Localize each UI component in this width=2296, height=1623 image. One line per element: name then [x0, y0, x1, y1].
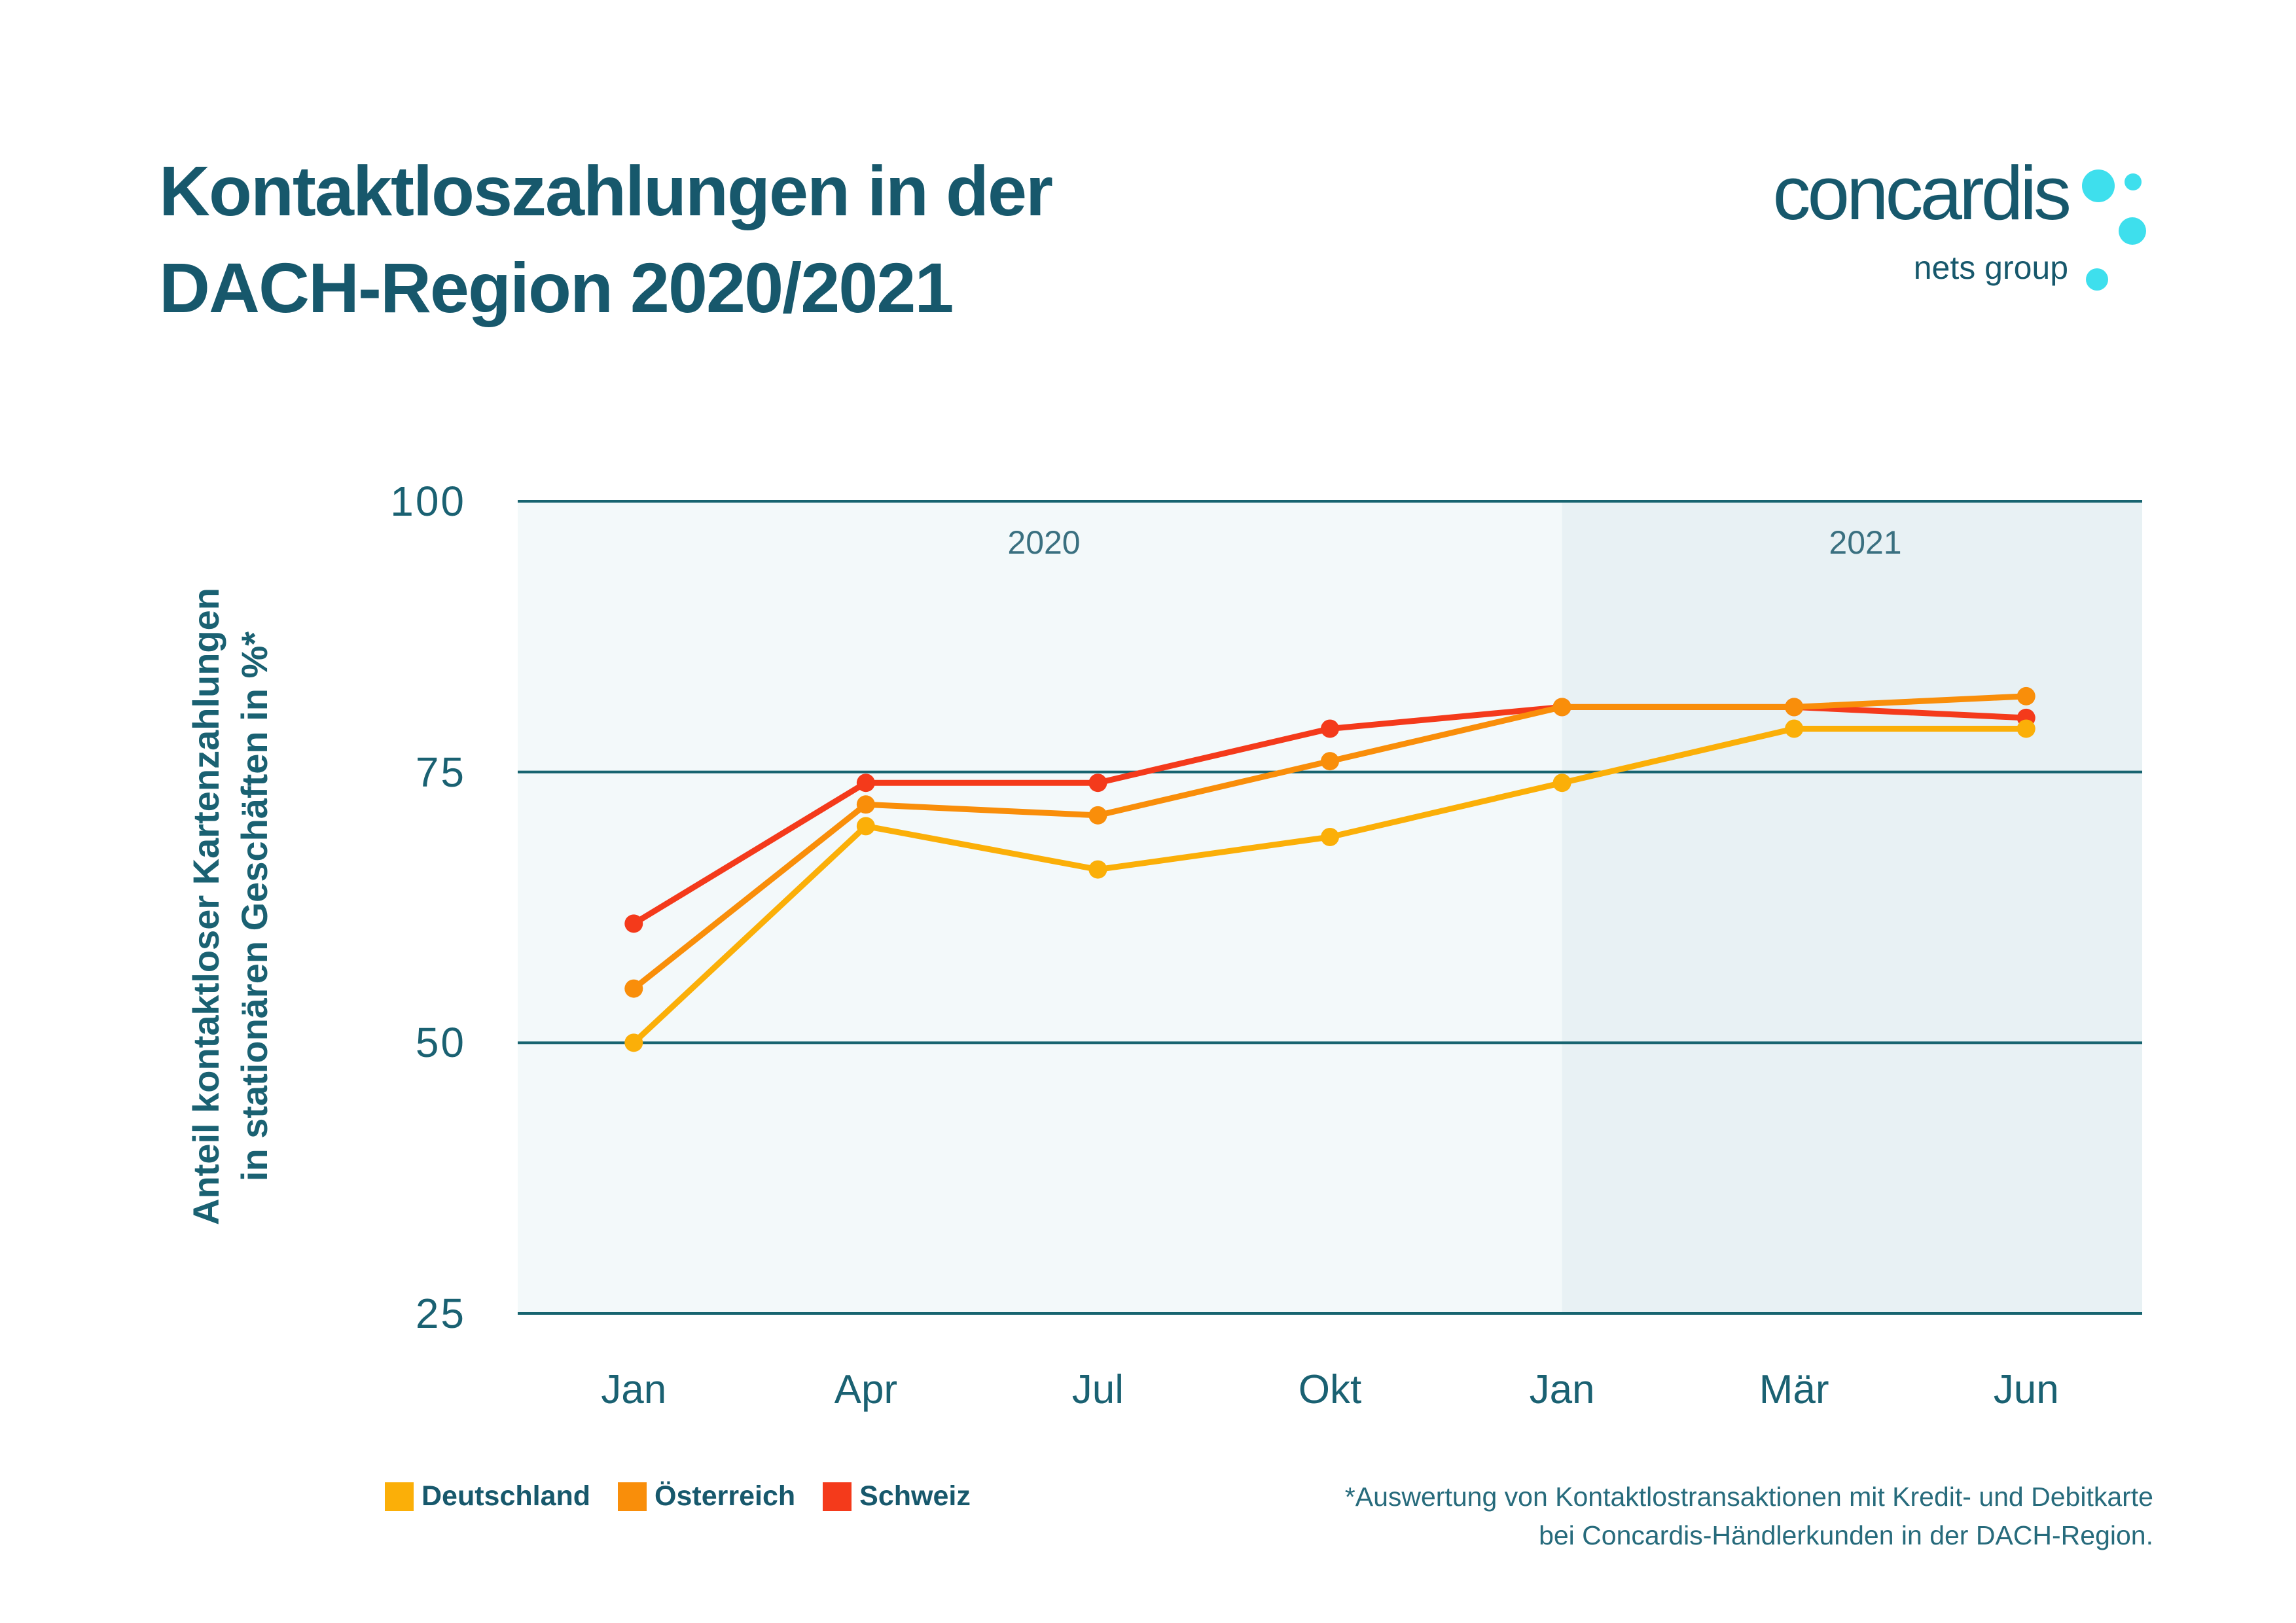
- data-point-schweiz-1: [856, 774, 875, 793]
- legend-item-sterreich: Österreich: [618, 1480, 795, 1512]
- y-tick-100: 100: [390, 478, 466, 525]
- page-title-line-1: Kontaktloszahlungen in der: [159, 151, 1053, 230]
- data-point-deutschland-5: [1785, 719, 1804, 738]
- x-tick-4-jan: Jan: [1529, 1367, 1595, 1412]
- footnote: *Auswertung von Kontaktlostransaktionen …: [1345, 1478, 2153, 1555]
- logo-dot-medium-icon: [2119, 217, 2146, 245]
- data-point-schweiz-2: [1088, 774, 1107, 793]
- y-tick-25: 25: [415, 1290, 466, 1337]
- logo-wordmark: concardis: [1772, 151, 2072, 236]
- legend-label-deutschland: Deutschland: [422, 1480, 591, 1512]
- legend-chip-sterreich: [618, 1482, 647, 1511]
- logo-dot-bottom-icon: [2086, 268, 2108, 291]
- data-point-sterreich-2: [1088, 806, 1107, 825]
- background-2020-panel: [518, 501, 1562, 1313]
- period-label-2020: 2020: [1007, 524, 1081, 561]
- x-tick-1-apr: Apr: [834, 1367, 898, 1412]
- page-title-line-2: DACH-Region 2020/2021: [159, 248, 954, 327]
- logo-dot-large-icon: [2082, 169, 2115, 202]
- y-tick-75: 75: [415, 748, 466, 796]
- logo-dot-small-icon: [2125, 173, 2142, 190]
- concardis-logo: concardis nets group: [1749, 149, 2207, 319]
- legend-chip-schweiz: [823, 1482, 852, 1511]
- data-point-sterreich-3: [1321, 752, 1339, 771]
- legend-item-schweiz: Schweiz: [823, 1480, 971, 1512]
- x-tick-6-jun: Jun: [1993, 1367, 2059, 1412]
- data-point-schweiz-0: [624, 914, 643, 933]
- data-point-deutschland-2: [1088, 860, 1107, 879]
- period-label-2021: 2021: [1829, 524, 1902, 561]
- legend-chip-deutschland: [385, 1482, 414, 1511]
- footnote-line-2: bei Concardis-Händlerkunden in der DACH-…: [1539, 1520, 2153, 1550]
- data-point-sterreich-5: [1785, 698, 1804, 717]
- x-tick-0-jan: Jan: [601, 1367, 667, 1412]
- x-tick-2-jul: Jul: [1071, 1367, 1124, 1412]
- legend-label-schweiz: Schweiz: [859, 1480, 971, 1512]
- x-tick-5-mr: Mär: [1759, 1367, 1829, 1412]
- legend-label-sterreich: Österreich: [655, 1480, 796, 1512]
- legend-item-deutschland: Deutschland: [385, 1480, 590, 1512]
- data-point-deutschland-1: [856, 817, 875, 836]
- page-title: Kontaktloszahlungen in der DACH-Region 2…: [159, 143, 1053, 336]
- data-point-sterreich-4: [1552, 698, 1571, 717]
- y-tick-50: 50: [415, 1019, 466, 1067]
- data-point-schweiz-3: [1321, 719, 1339, 738]
- footnote-line-1: *Auswertung von Kontaktlostransaktionen …: [1344, 1482, 2153, 1512]
- data-point-sterreich-6: [2017, 687, 2036, 705]
- data-point-sterreich-1: [856, 795, 875, 814]
- x-tick-3-okt: Okt: [1298, 1367, 1362, 1412]
- data-point-deutschland-0: [624, 1033, 643, 1052]
- background-2021-panel: [1562, 501, 2142, 1313]
- data-point-deutschland-3: [1321, 827, 1339, 846]
- data-point-deutschland-4: [1552, 774, 1571, 793]
- data-point-deutschland-6: [2017, 719, 2036, 738]
- data-point-sterreich-0: [624, 979, 643, 998]
- chart-legend: Deutschland Österreich Schweiz: [385, 1480, 971, 1512]
- logo-subtitle: nets group: [1913, 249, 2068, 286]
